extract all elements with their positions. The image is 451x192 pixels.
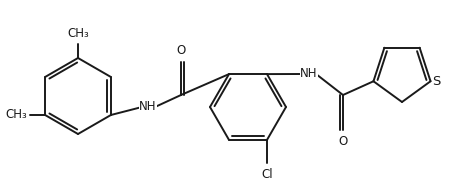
Text: S: S — [432, 75, 440, 88]
Text: O: O — [176, 44, 185, 57]
Text: CH₃: CH₃ — [5, 108, 27, 122]
Text: NH: NH — [139, 100, 156, 113]
Text: Cl: Cl — [261, 168, 272, 181]
Text: CH₃: CH₃ — [67, 27, 89, 40]
Text: NH: NH — [299, 68, 317, 80]
Text: O: O — [338, 135, 347, 148]
